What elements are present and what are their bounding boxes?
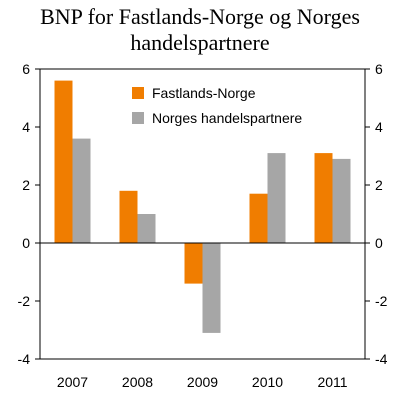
y-tick-label-left: 4 <box>22 119 30 135</box>
chart-title-line-1: BNP for Fastlands-Norge og Norges <box>40 4 360 29</box>
bar-fastlands-norge-2009 <box>184 243 203 284</box>
bar-norges-handelspartnere-2008 <box>137 214 156 243</box>
y-tick-label-left: -4 <box>18 351 31 367</box>
bar-norges-handelspartnere-2011 <box>332 158 351 243</box>
chart-title: BNP for Fastlands-Norge og Norges handel… <box>0 4 400 56</box>
left-axis-ticks: 6 4 2 0 -2 -4 <box>18 61 40 367</box>
bar-norges-handelspartnere-2007 <box>72 138 91 243</box>
y-tick-label-left: -2 <box>18 293 31 309</box>
y-tick-label-left: 6 <box>22 61 30 77</box>
x-tick-label-2011: 2011 <box>317 374 347 390</box>
y-tick-label-right: 2 <box>375 177 383 193</box>
y-tick-label-right: 0 <box>375 235 383 251</box>
legend-label-fastlands-norge: Fastlands-Norge <box>152 85 256 101</box>
x-tick-label-2008: 2008 <box>122 374 153 390</box>
legend: Fastlands-Norge Norges handelspartnere <box>132 85 302 126</box>
x-tick-label-2007: 2007 <box>57 374 88 390</box>
y-tick-label-left: 2 <box>22 177 30 193</box>
legend-swatch-norges-handelspartnere <box>132 112 144 124</box>
chart-title-line-2: handelspartnere <box>130 30 270 55</box>
bar-norges-handelspartnere-2010 <box>267 153 286 243</box>
legend-swatch-fastlands-norge <box>132 87 144 99</box>
x-axis-labels: 2007 2008 2009 2010 2011 <box>57 374 348 390</box>
y-tick-label-right: -2 <box>375 293 388 309</box>
bar-fastlands-norge-2010 <box>249 193 268 243</box>
bar-series <box>54 80 351 333</box>
legend-label-norges-handelspartnere: Norges handelspartnere <box>152 110 302 126</box>
bar-fastlands-norge-2011 <box>314 153 333 243</box>
y-tick-label-right: 6 <box>375 61 383 77</box>
y-tick-label-right: -4 <box>375 351 388 367</box>
bar-norges-handelspartnere-2009 <box>202 243 221 333</box>
y-tick-label-right: 4 <box>375 119 383 135</box>
plot-area-frame <box>39 68 366 360</box>
x-tick-label-2009: 2009 <box>187 374 218 390</box>
right-axis-ticks: 6 4 2 0 -2 -4 <box>365 61 388 367</box>
x-tick-label-2010: 2010 <box>252 374 283 390</box>
bar-fastlands-norge-2008 <box>119 190 138 243</box>
bar-fastlands-norge-2007 <box>54 80 73 243</box>
y-tick-label-left: 0 <box>22 235 30 251</box>
